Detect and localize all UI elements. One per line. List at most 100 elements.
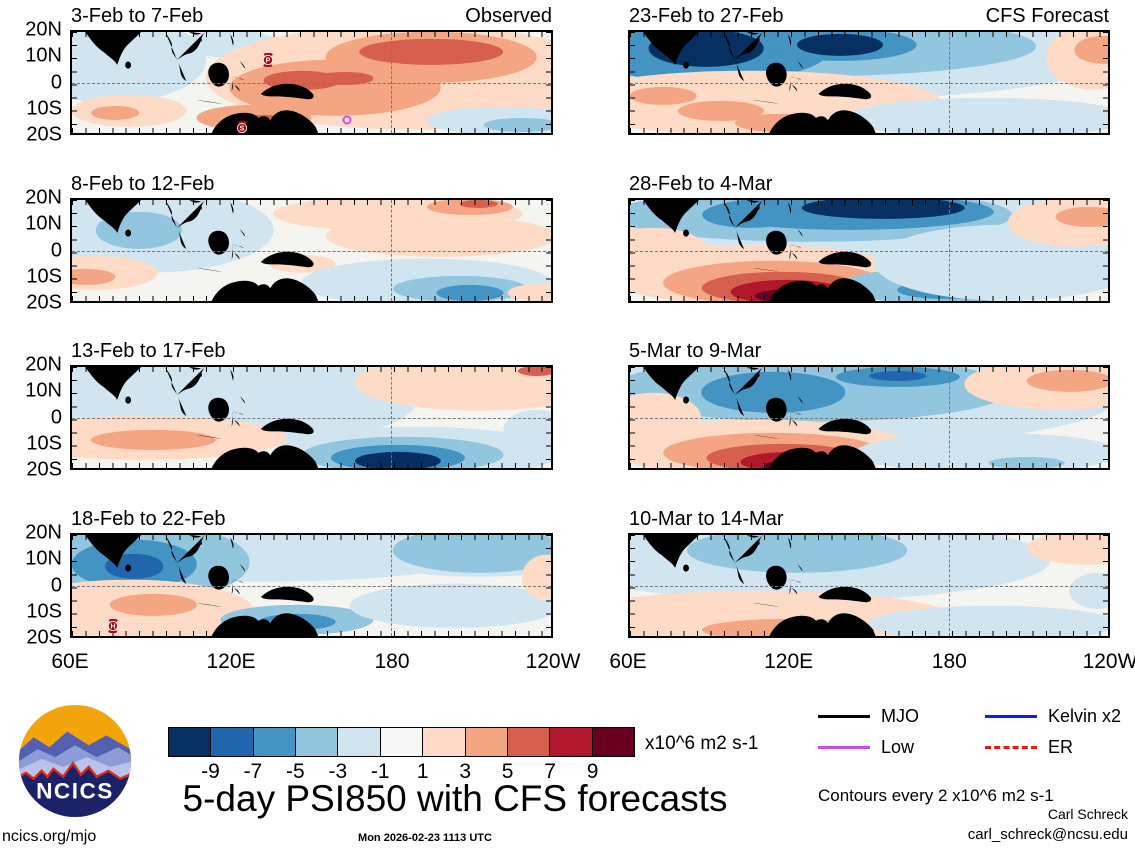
map-field <box>628 30 1110 135</box>
colorbar-cell <box>465 728 508 756</box>
map-field <box>628 198 1110 303</box>
legend-item: MJO <box>818 706 919 727</box>
y-axis-label: 20S <box>26 626 62 649</box>
panel-date-range: 5-Mar to 9-Mar <box>629 340 762 362</box>
colorbar-tick-label: 9 <box>586 760 599 783</box>
tick-marks-right <box>1103 200 1108 301</box>
colorbar-cell <box>338 728 381 756</box>
map-field <box>70 198 553 303</box>
low-icon <box>342 114 353 125</box>
y-axis-label: 20N <box>25 521 62 544</box>
y-axis-label: 20S <box>26 291 62 314</box>
tick-marks-top <box>630 200 1108 205</box>
panel-date-range: 8-Feb to 12-Feb <box>71 173 215 195</box>
site-url: ncics.org/mjo <box>2 828 97 845</box>
tick-marks-bottom <box>630 631 1108 636</box>
x-axis-label: 120W <box>525 650 581 673</box>
legend-item: Kelvin x2 <box>985 706 1121 727</box>
tick-marks-left <box>72 535 77 636</box>
anomaly-contour <box>91 429 216 450</box>
x-axis-label: 120E <box>206 650 256 673</box>
anomaly-contour <box>91 105 140 120</box>
tick-marks-left <box>72 367 77 468</box>
legend-label: Low <box>881 737 915 757</box>
anomaly-contour <box>1055 207 1108 228</box>
y-axis-label: 10N <box>25 379 62 402</box>
map-panel: 8-Feb to 12-Feb <box>70 173 553 303</box>
tick-marks-left <box>630 367 635 468</box>
map-panel: 10-Mar to 14-Mar <box>628 508 1110 638</box>
equator-gridline <box>630 417 1108 419</box>
colorbar-tick-label: -3 <box>328 760 348 783</box>
x-axis-label: 180 <box>931 650 967 673</box>
legend-line <box>985 715 1037 718</box>
anomaly-contour <box>359 39 504 66</box>
panel-date-range: 3-Feb to 7-Feb <box>71 5 204 27</box>
anomaly-contour <box>868 371 927 382</box>
tick-marks-top <box>72 535 551 540</box>
y-axis-label: 20N <box>25 18 62 41</box>
colorbar-unit-label: x10^6 m2 s-1 <box>645 733 759 754</box>
y-axis-label: 0 <box>50 71 62 93</box>
colorbar <box>168 727 635 757</box>
logo-base <box>18 762 132 818</box>
colorbar-cell <box>296 728 339 756</box>
colorbar-cell <box>423 728 466 756</box>
y-axis-label: 10S <box>26 432 62 455</box>
y-axis-label: 20N <box>25 353 62 376</box>
svg-text:H: H <box>110 623 115 630</box>
colorbar-tick-label: 5 <box>501 760 514 783</box>
tick-marks-bottom <box>72 631 551 636</box>
y-axis-label: 0 <box>50 406 62 428</box>
y-axis-label: 10S <box>26 97 62 120</box>
tick-marks-left <box>630 200 635 301</box>
anomaly-contour <box>110 593 197 616</box>
anomaly-contour <box>868 605 1108 636</box>
map-field: P S <box>70 30 553 135</box>
legend-line <box>985 746 1037 749</box>
legend-label: ER <box>1048 737 1074 757</box>
colorbar-cell <box>169 728 212 756</box>
x-axis-label: 60E <box>51 650 89 673</box>
equator-gridline <box>630 585 1108 587</box>
equator-gridline <box>72 417 551 419</box>
panel-date-range: 13-Feb to 17-Feb <box>71 340 226 362</box>
map-panel: 18-Feb to 22-Feb H <box>70 508 553 638</box>
dateline-gridline <box>948 32 950 133</box>
equator-gridline <box>630 82 1108 84</box>
y-axis-label: 10S <box>26 600 62 623</box>
anomaly-contour <box>797 34 884 57</box>
panel-source-label: Observed <box>465 5 552 27</box>
legend-line <box>818 746 870 749</box>
contour-note: Contours every 2 x10^6 m2 s-1 <box>818 786 1054 805</box>
tick-marks-right <box>1103 535 1108 636</box>
tick-marks-right <box>1103 367 1108 468</box>
y-axis-label: 10N <box>25 547 62 570</box>
dateline-gridline <box>391 367 393 468</box>
map-panel: 13-Feb to 17-Feb <box>70 340 553 470</box>
dateline-gridline <box>948 367 950 468</box>
storm-icon: H <box>106 618 120 634</box>
colorbar-cell <box>380 728 424 756</box>
colorbar-cell <box>592 728 634 756</box>
equator-gridline <box>72 250 551 252</box>
dateline-gridline <box>391 32 393 133</box>
y-axis-label: 20N <box>25 186 62 209</box>
tick-marks-right <box>546 200 551 301</box>
legend-label: Kelvin x2 <box>1048 706 1122 726</box>
anomaly-contour <box>325 216 551 257</box>
anomaly-contour <box>1026 370 1108 393</box>
tick-marks-bottom <box>630 463 1108 468</box>
colorbar-tick-label: -1 <box>370 760 390 783</box>
tick-marks-top <box>630 32 1108 37</box>
x-axis-label: 120W <box>1082 650 1135 673</box>
credit-email: carl_schreck@ncsu.edu <box>967 826 1128 843</box>
map-field <box>70 365 553 470</box>
colorbar-cell <box>211 728 254 756</box>
logo-wordmark: NCICS <box>36 778 114 803</box>
legend-item: Low <box>818 737 914 758</box>
y-axis-label: 20S <box>26 458 62 481</box>
x-axis-label: 60E <box>609 650 647 673</box>
y-axis-label: 10N <box>25 44 62 67</box>
colorbar-tick-label: 1 <box>416 760 429 783</box>
